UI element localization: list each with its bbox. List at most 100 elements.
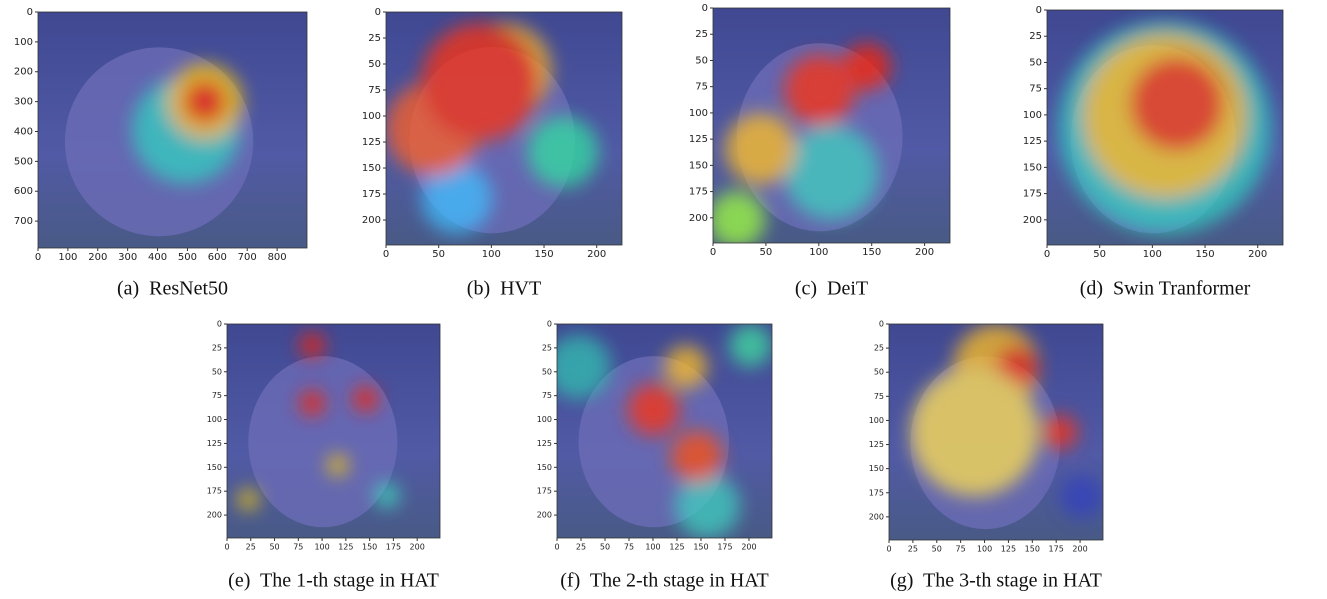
y-tick-label: 175 [689,187,708,198]
y-tick-label: 600 [14,186,33,197]
overlay [227,324,440,538]
y-tick-label: 75 [874,392,884,401]
x-tick-label: 75 [624,543,634,552]
y-tick-label: 175 [537,487,552,496]
x-tick-label: 200 [587,249,606,260]
heat-blob [725,113,796,184]
heatmap-image [889,324,1103,540]
y-tick-label: 0 [879,320,884,329]
y-tick-label: 75 [1029,84,1042,95]
x-tick-label: 100 [314,543,329,552]
y-tick-label: 200 [689,213,708,224]
y-tick-label: 200 [1023,215,1042,226]
x-tick-label: 0 [886,545,891,554]
y-tick-label: 125 [537,439,552,448]
caption: (a) ResNet50 [117,278,228,300]
x-tick-label: 50 [932,545,942,554]
y-tick-label: 100 [14,37,33,48]
x-tick-label: 150 [1195,249,1214,260]
y-tick-label: 50 [874,368,884,377]
x-tick-label: 500 [178,252,197,263]
y-tick-label: 50 [695,55,708,66]
x-tick-label: 200 [741,543,756,552]
y-tick-label: 125 [869,440,884,449]
y-tick-label: 150 [869,464,884,473]
y-tick-label: 0 [27,7,33,18]
heat-blob [183,80,226,123]
heatmap-image [227,324,440,538]
heat-blob [546,335,611,400]
heat-blob [671,431,723,483]
x-tick-label: 200 [410,543,425,552]
x-tick-label: 400 [148,252,167,263]
y-tick-label: 125 [1023,136,1042,147]
x-tick-label: 150 [862,247,881,258]
y-tick-label: 200 [207,511,222,520]
y-tick-label: 0 [1036,5,1042,16]
y-tick-label: 100 [689,108,708,119]
x-tick-label: 25 [246,543,256,552]
y-tick-label: 0 [217,320,222,329]
y-tick-label: 75 [542,391,552,400]
y-tick-label: 150 [689,160,708,171]
x-tick-label: 0 [383,249,389,260]
heatmap-image [708,8,950,248]
x-tick-label: 25 [576,543,586,552]
y-tick-label: 200 [537,511,552,520]
y-tick-label: 150 [537,463,552,472]
x-tick-label: 600 [208,252,227,263]
heatmap-image [38,12,307,248]
y-tick-label: 25 [1029,31,1042,42]
x-tick-label: 150 [1025,545,1040,554]
x-tick-label: 150 [534,249,553,260]
heat-blob [628,384,680,436]
y-tick-label: 50 [212,367,222,376]
heatmap-image [546,324,772,538]
y-tick-label: 50 [542,367,552,376]
x-tick-label: 75 [956,545,966,554]
y-tick-label: 125 [689,134,708,145]
x-tick-label: 150 [693,543,708,552]
x-tick-label: 700 [238,252,257,263]
y-tick-label: 125 [362,137,381,148]
y-tick-label: 125 [207,439,222,448]
y-tick-label: 200 [869,512,884,521]
heat-blob [299,390,325,416]
y-tick-label: 75 [212,391,222,400]
y-tick-label: 700 [14,216,33,227]
heat-blob [238,489,259,510]
y-tick-label: 100 [207,415,222,424]
x-tick-label: 200 [915,247,934,258]
y-tick-label: 100 [362,111,381,122]
x-tick-label: 100 [809,247,828,258]
x-tick-label: 100 [645,543,660,552]
panel: 0255075100125150175200025507510012515017… [207,320,440,592]
y-tick-label: 175 [362,189,381,200]
x-tick-label: 50 [269,543,279,552]
caption: (d) Swin Tranformer [1080,278,1251,300]
x-tick-label: 50 [760,247,773,258]
y-tick-label: 25 [542,343,552,352]
y-tick-label: 25 [212,343,222,352]
x-tick-label: 0 [710,247,716,258]
heat-blob [675,474,740,539]
y-tick-label: 50 [1029,57,1042,68]
figure: 0100200300400500600700800010020030040050… [0,0,1327,599]
caption: (e) The 1-th stage in HAT [228,570,439,592]
y-tick-label: 150 [207,463,222,472]
y-tick-label: 25 [695,29,708,40]
y-tick-label: 25 [874,344,884,353]
caption: (c) DeiT [795,278,868,300]
y-tick-label: 0 [702,3,708,14]
y-tick-label: 300 [14,97,33,108]
y-tick-label: 100 [537,415,552,424]
heat-blob [327,455,348,476]
y-tick-label: 175 [869,488,884,497]
y-tick-label: 0 [547,320,552,329]
y-tick-label: 75 [368,85,381,96]
